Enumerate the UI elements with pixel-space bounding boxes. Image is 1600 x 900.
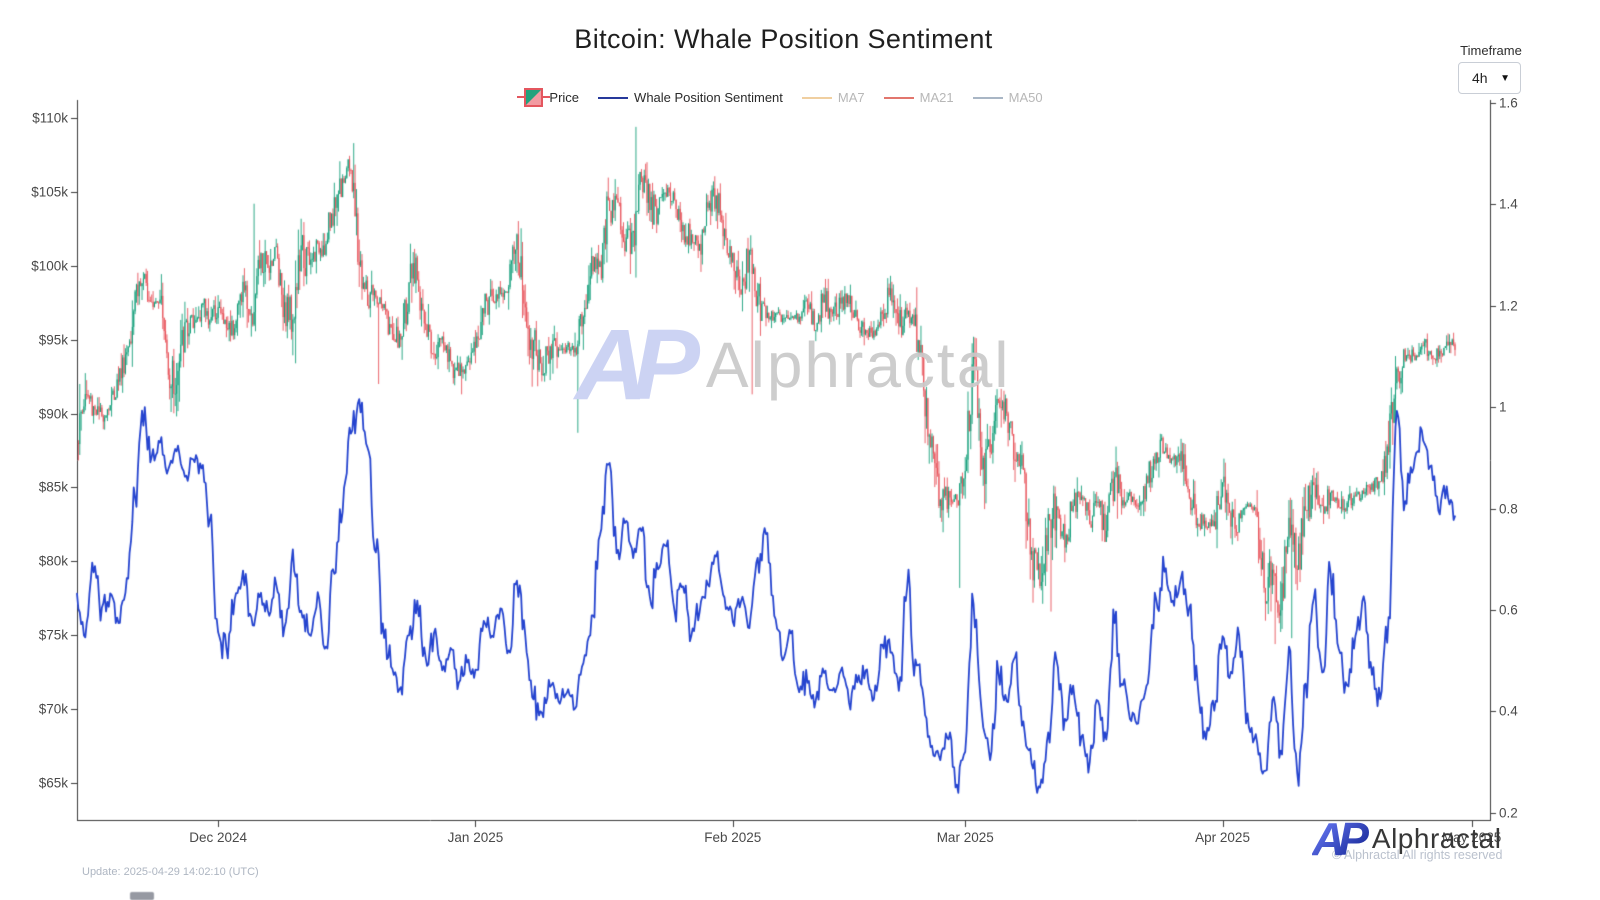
brand-ap-monogram-icon: AP bbox=[1312, 816, 1372, 862]
copyright-text: © Alphractal All rights reserved bbox=[1332, 848, 1503, 862]
legend-item-label: MA21 bbox=[919, 90, 954, 105]
legend-item-label: Whale Position Sentiment bbox=[634, 90, 783, 105]
legend-item-ma50[interactable]: MA50 bbox=[972, 90, 1043, 105]
y-axis-right-tick-label: 1.4 bbox=[1499, 196, 1518, 212]
timeframe-dropdown[interactable]: 4h ▼ bbox=[1458, 62, 1521, 94]
line-swatch-icon bbox=[883, 96, 914, 99]
brand-logo: AP Alphractal bbox=[1312, 816, 1501, 862]
y-axis-right-tick-label: 0.2 bbox=[1499, 805, 1518, 821]
legend-item-ma7[interactable]: MA7 bbox=[801, 90, 865, 105]
y-axis-right-tick-label: 0.6 bbox=[1499, 602, 1518, 618]
legend-item-label: Price bbox=[549, 90, 580, 105]
y-axis-right-tick-label: 0.8 bbox=[1499, 501, 1518, 517]
y-axis-left-tick-label: $105k bbox=[31, 184, 68, 200]
chevron-down-icon: ▼ bbox=[1500, 72, 1510, 84]
legend-item-price[interactable]: Price bbox=[517, 88, 580, 107]
y-axis-left-tick-label: $80k bbox=[38, 553, 68, 569]
y-axis-left-tick-label: $85k bbox=[38, 479, 68, 495]
x-axis-tick-label: Feb 2025 bbox=[704, 830, 762, 845]
y-axis-left-tick-label: $65k bbox=[38, 775, 68, 791]
y-axis-left-tick-label: $95k bbox=[38, 332, 68, 348]
legend-item-label: MA7 bbox=[837, 90, 865, 105]
x-axis-tick-label: May 2025 bbox=[1441, 830, 1502, 845]
y-axis-left-tick-label: $90k bbox=[38, 406, 68, 422]
x-axis-tick-label: Dec 2024 bbox=[189, 830, 247, 845]
clipped-ui-artifact bbox=[130, 892, 154, 900]
y-axis-right-tick-label: 1.6 bbox=[1499, 95, 1518, 111]
candlestick-swatch-icon bbox=[517, 88, 551, 107]
legend-item-label: MA50 bbox=[1008, 90, 1043, 105]
y-axis-left-tick-label: $70k bbox=[38, 701, 68, 717]
x-axis-tick-label: Mar 2025 bbox=[936, 830, 994, 845]
chart-legend: Price Whale Position Sentiment MA7 MA21 MA50 bbox=[0, 88, 1567, 107]
x-axis-tick-label: Apr 2025 bbox=[1195, 830, 1250, 845]
line-swatch-icon bbox=[598, 96, 629, 99]
y-axis-left-tick-label: $110k bbox=[32, 110, 68, 126]
page-title: Bitcoin: Whale Position Sentiment bbox=[574, 24, 993, 54]
timeframe-value: 4h bbox=[1472, 70, 1488, 86]
timeframe-label: Timeframe bbox=[1460, 43, 1522, 58]
line-swatch-icon bbox=[801, 96, 832, 99]
line-swatch-icon bbox=[972, 96, 1003, 99]
y-axis-left-tick-label: $75k bbox=[38, 627, 68, 643]
y-axis-right-tick-label: 1.2 bbox=[1499, 298, 1518, 314]
legend-item-ma21[interactable]: MA21 bbox=[883, 90, 954, 105]
update-timestamp: Update: 2025-04-29 14:02:10 (UTC) bbox=[82, 866, 259, 878]
y-axis-left-tick-label: $100k bbox=[31, 258, 68, 274]
x-axis-tick-label: Jan 2025 bbox=[447, 830, 504, 845]
y-axis-right-tick-label: 1 bbox=[1499, 399, 1507, 415]
brand-name: Alphractal bbox=[1371, 823, 1502, 854]
y-axis-right-tick-label: 0.4 bbox=[1499, 703, 1518, 719]
legend-item-whale-position-sentiment[interactable]: Whale Position Sentiment bbox=[598, 90, 783, 105]
